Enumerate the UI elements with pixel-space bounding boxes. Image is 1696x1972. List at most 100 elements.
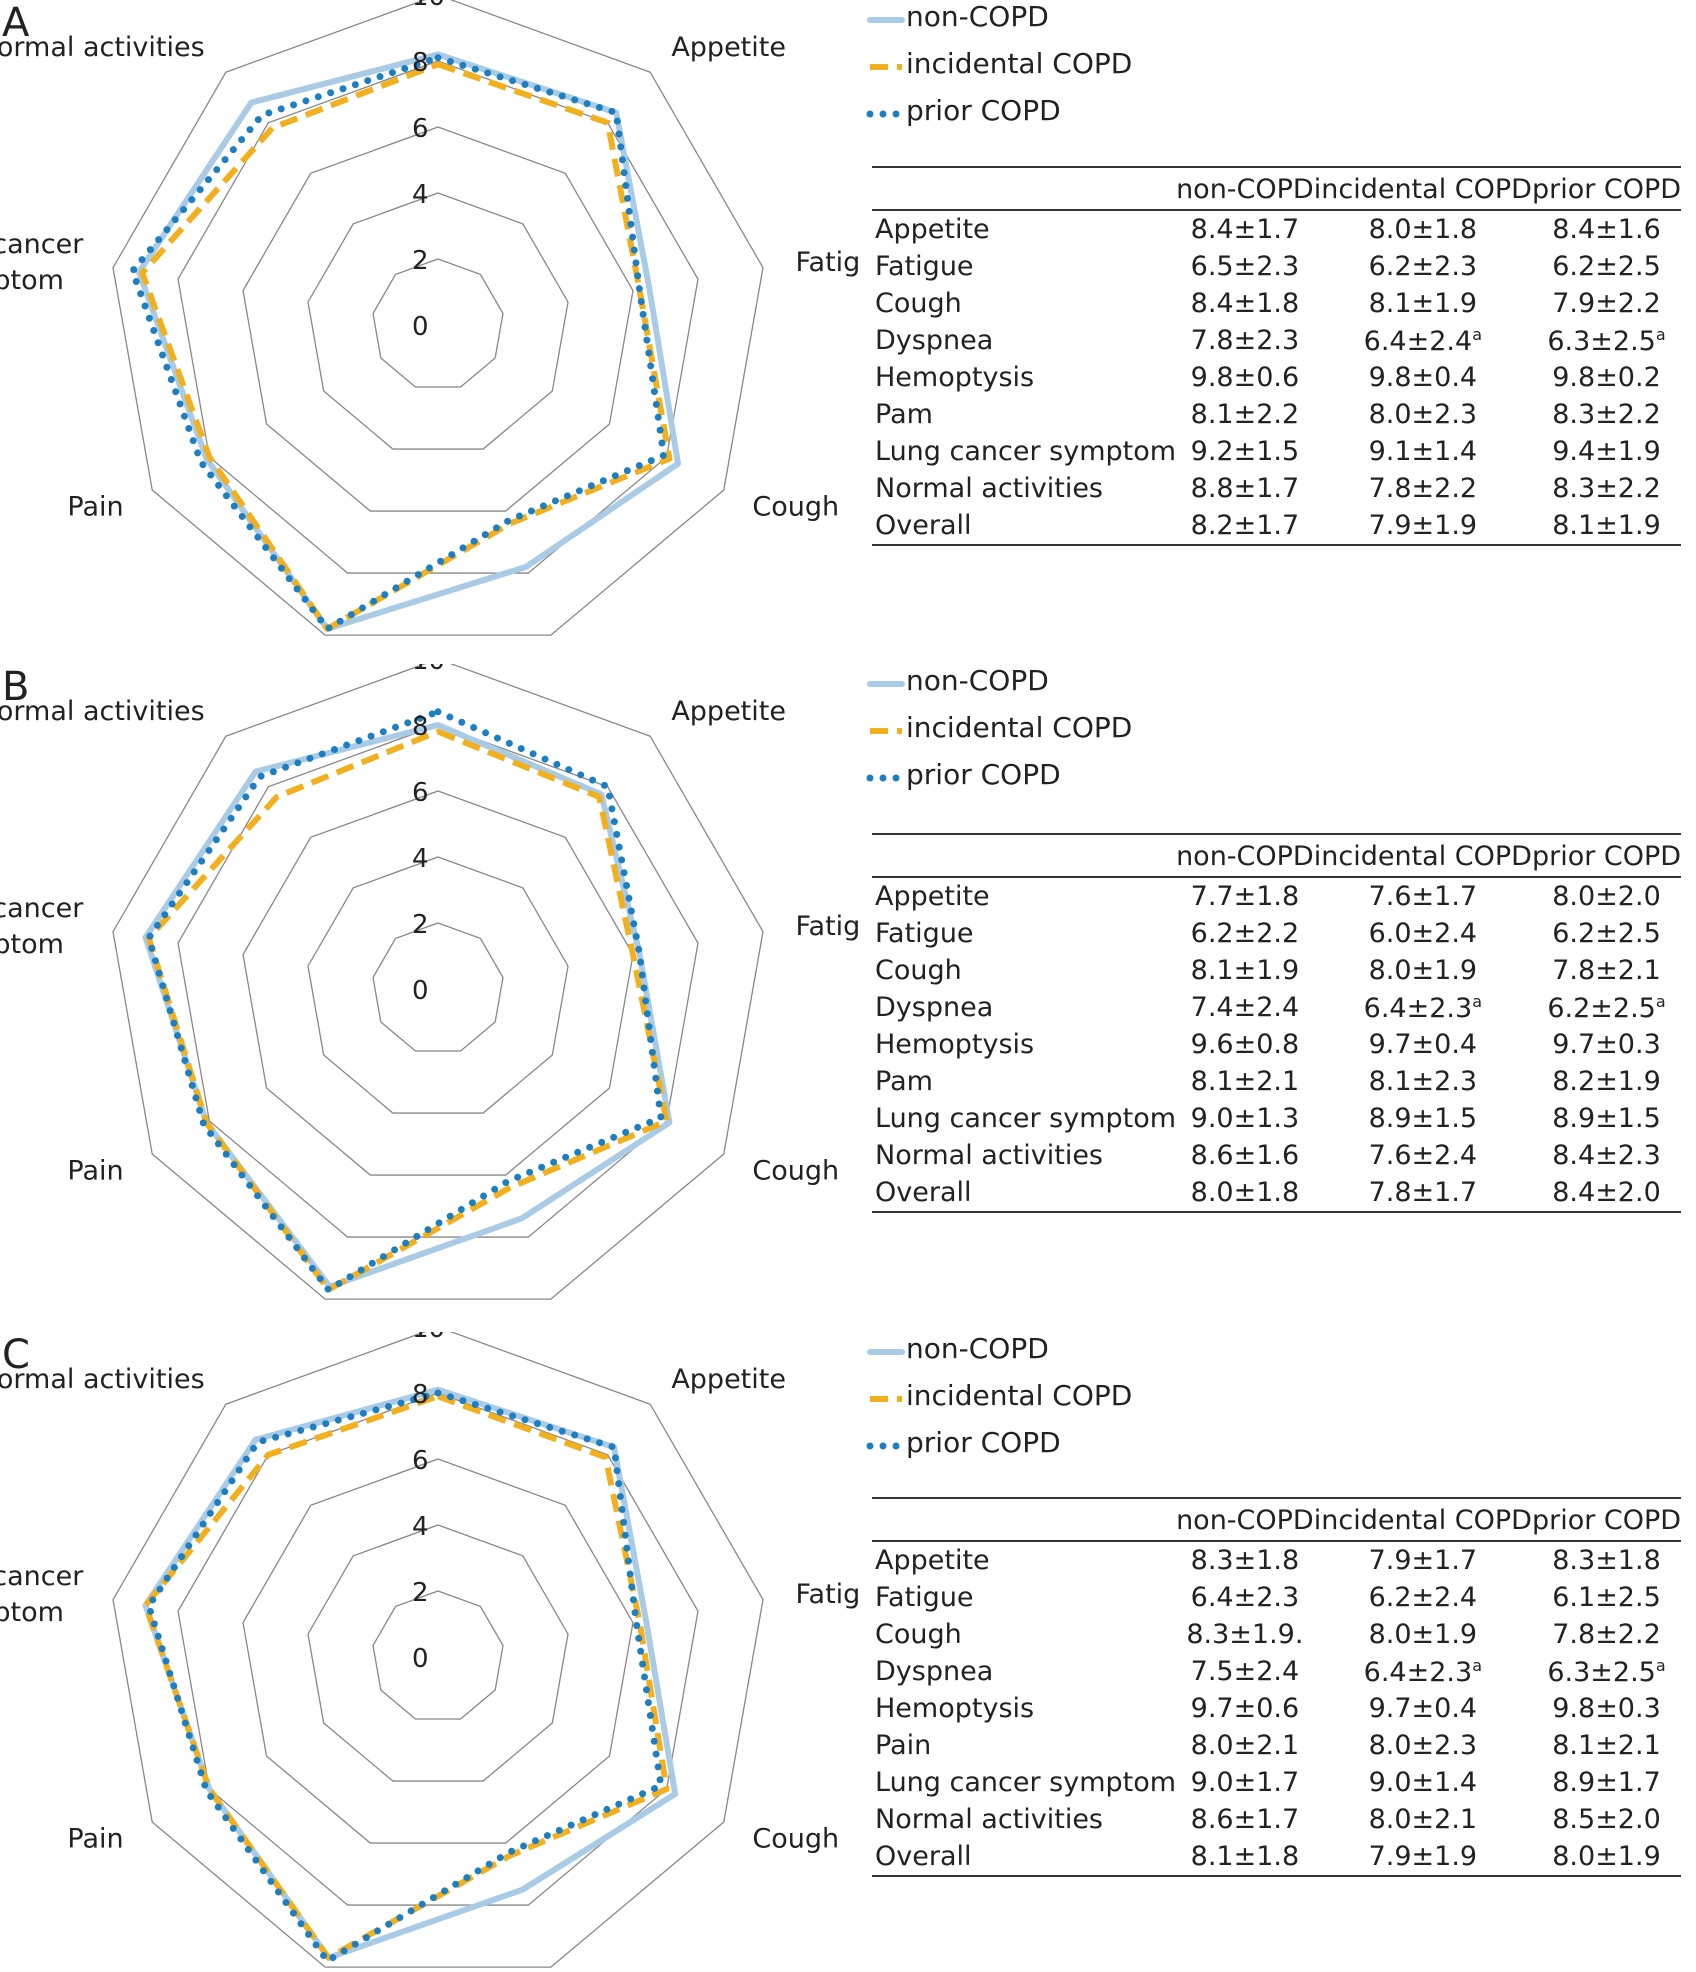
table-cell-value: 9.0±1.3 [1190, 1103, 1300, 1134]
legend-item: incidental COPD [866, 1379, 1226, 1419]
radial-tick-label: 0 [412, 312, 429, 342]
radial-tick-label: 8 [412, 1380, 429, 1410]
radial-tick-label: 2 [412, 246, 429, 276]
table-cell: 6.2±2.3 [1314, 248, 1532, 285]
table-cell: 7.6±1.7 [1314, 877, 1532, 915]
panel-letter: C [2, 1332, 30, 1378]
table-cell-value: 8.8±1.7 [1190, 473, 1300, 504]
table-cell-value: 8.0±2.1 [1368, 1804, 1478, 1835]
legend-item: prior COPD [866, 1426, 1226, 1466]
table-cell: 8.1±2.1 [1176, 1063, 1314, 1100]
table-row-label: Overall [875, 1841, 972, 1872]
table-cell-value: 8.1±2.3 [1368, 1066, 1478, 1097]
table-cell-value: 8.1±1.9 [1552, 510, 1661, 541]
grid-ring [372, 922, 504, 1052]
table-row-label: Cough [875, 955, 962, 986]
radar-chart: 0246810OverallAppetiteFatigueCoughDyspne… [0, 0, 860, 636]
table-cell: 8.3±1.8 [1532, 1541, 1681, 1579]
radial-tick-label: 2 [412, 910, 429, 940]
table-cell-value: 8.1±2.2 [1190, 399, 1300, 430]
table-row-label: Fatigue [875, 1582, 974, 1613]
table-cell-value: 8.0±1.8 [1190, 1177, 1300, 1208]
table-cell-value: 6.4±2.3 [1363, 992, 1473, 1024]
table-cell-value: 8.4±2.3 [1552, 1140, 1661, 1171]
series-line-prior-copd [129, 54, 668, 633]
legend-label: non-COPD [906, 664, 1049, 697]
table-cell-value: 9.8±0.4 [1368, 362, 1478, 393]
table-cell: 7.8±1.7 [1314, 1174, 1532, 1212]
panel-letter: A [2, 0, 30, 46]
table-cell: 6.4±2.4a [1314, 322, 1532, 359]
table-cell: 9.7±0.3 [1532, 1026, 1681, 1063]
table-cell: 9.7±0.4 [1314, 1026, 1532, 1063]
table-cell-value: 8.2±1.9 [1552, 1066, 1661, 1097]
table-cell-value: 9.7±0.3 [1552, 1029, 1661, 1060]
table-row: Dyspnea 7.5±2.4 6.4±2.3a 6.3±2.5a [872, 1653, 1681, 1690]
table-cell-value: 8.3±2.2 [1552, 399, 1661, 430]
table-cell: 8.6±1.6 [1176, 1137, 1314, 1174]
table-row: Overall 8.0±1.8 7.8±1.7 8.4±2.0 [872, 1174, 1682, 1212]
table-cell-value: 8.1±1.9 [1368, 288, 1478, 319]
table-cell: 8.3±2.2 [1532, 470, 1681, 507]
table-cell-value: 8.0±1.9 [1552, 1841, 1661, 1872]
table-cell-value: 7.6±1.7 [1368, 881, 1478, 912]
table-cell-value: 7.9±1.7 [1368, 1545, 1478, 1576]
legend-label: prior COPD [906, 1426, 1061, 1459]
table-row-label: Fatigue [875, 251, 974, 282]
radial-tick-label: 6 [412, 1446, 429, 1476]
table-cell: 9.0±1.4 [1314, 1764, 1532, 1801]
table-cell: 6.2±2.2 [1176, 915, 1314, 952]
table-cell: 8.5±2.0 [1532, 1801, 1681, 1838]
series-line-prior-copd [145, 1389, 665, 1965]
legend-swatch [870, 64, 902, 70]
table-row: Pain 8.0±2.1 8.0±2.3 8.1±2.1 [872, 1727, 1681, 1764]
table-cell: 8.9±1.7 [1532, 1764, 1681, 1801]
table-cell: 8.4±1.6 [1532, 210, 1681, 248]
table-cell: 8.0±2.1 [1314, 1801, 1532, 1838]
panel-letter: B [2, 664, 30, 710]
table-cell: 8.1±2.3 [1314, 1063, 1532, 1100]
table-cell: 9.2±1.5 [1176, 433, 1314, 470]
legend-swatch [866, 774, 906, 782]
axis-label: Appetite [671, 1364, 786, 1395]
table-cell-value: 8.9±1.5 [1368, 1103, 1478, 1134]
table-header-empty [872, 834, 1176, 877]
table-cell: 6.2±2.5a [1532, 989, 1681, 1026]
table-cell-value: 8.1±2.1 [1552, 1730, 1661, 1761]
table-cell-value: 9.1±1.4 [1368, 436, 1478, 467]
table-cell-value: 9.8±0.6 [1190, 362, 1300, 393]
table-cell-value: 8.3±1.9. [1186, 1619, 1304, 1650]
axis-label: Pain [67, 1156, 123, 1187]
table-cell: 8.0±1.9 [1314, 1616, 1532, 1653]
radar-chart: 0246810OverallAppetiteFatigueCoughDyspne… [0, 1332, 860, 1968]
axis-label: Fatigue [795, 1579, 860, 1610]
table-cell-value: 7.5±2.4 [1190, 1656, 1300, 1687]
legend-item: incidental COPD [866, 47, 1226, 87]
legend-item: incidental COPD [866, 711, 1226, 751]
axis-label: Cough [752, 492, 839, 523]
table-cell: 9.8±0.4 [1314, 359, 1532, 396]
table-cell-value: 6.2±2.5 [1552, 251, 1661, 282]
table-row: Appetite 8.3±1.8 7.9±1.7 8.3±1.8 [872, 1541, 1681, 1579]
table-row: Pam 8.1±2.1 8.1±2.3 8.2±1.9 [872, 1063, 1681, 1100]
grid-ring [372, 1590, 504, 1720]
table-cell-value: 9.0±1.7 [1190, 1767, 1300, 1798]
radial-tick-label: 6 [412, 114, 429, 144]
table-cell-value: 6.3±2.5 [1547, 325, 1656, 357]
table-row: Normal activities 8.6±1.6 7.6±2.4 8.4±2.3 [872, 1137, 1681, 1174]
table-cell-value: 7.8±2.1 [1552, 955, 1661, 986]
table-cell-value: 6.2±2.4 [1368, 1582, 1478, 1613]
table-row: Normal activities 8.8±1.7 7.8±2.2 8.3±2.2 [872, 470, 1681, 507]
table-cell: 8.0±2.3 [1314, 1727, 1532, 1764]
table-cell: 8.0±1.8 [1176, 1174, 1314, 1212]
table-cell-value: 8.0±2.3 [1368, 1730, 1478, 1761]
table-cell-value: 7.8±1.7 [1368, 1177, 1478, 1208]
grid-ring [112, 1332, 764, 1968]
radial-tick-label: 10 [412, 1332, 445, 1344]
table-cell-value: 7.8±2.2 [1368, 473, 1478, 504]
table-cell-value: 8.4±2.0 [1552, 1177, 1661, 1208]
table-cell-value: 9.4±1.9 [1552, 436, 1661, 467]
significance-marker: a [1655, 991, 1666, 1011]
